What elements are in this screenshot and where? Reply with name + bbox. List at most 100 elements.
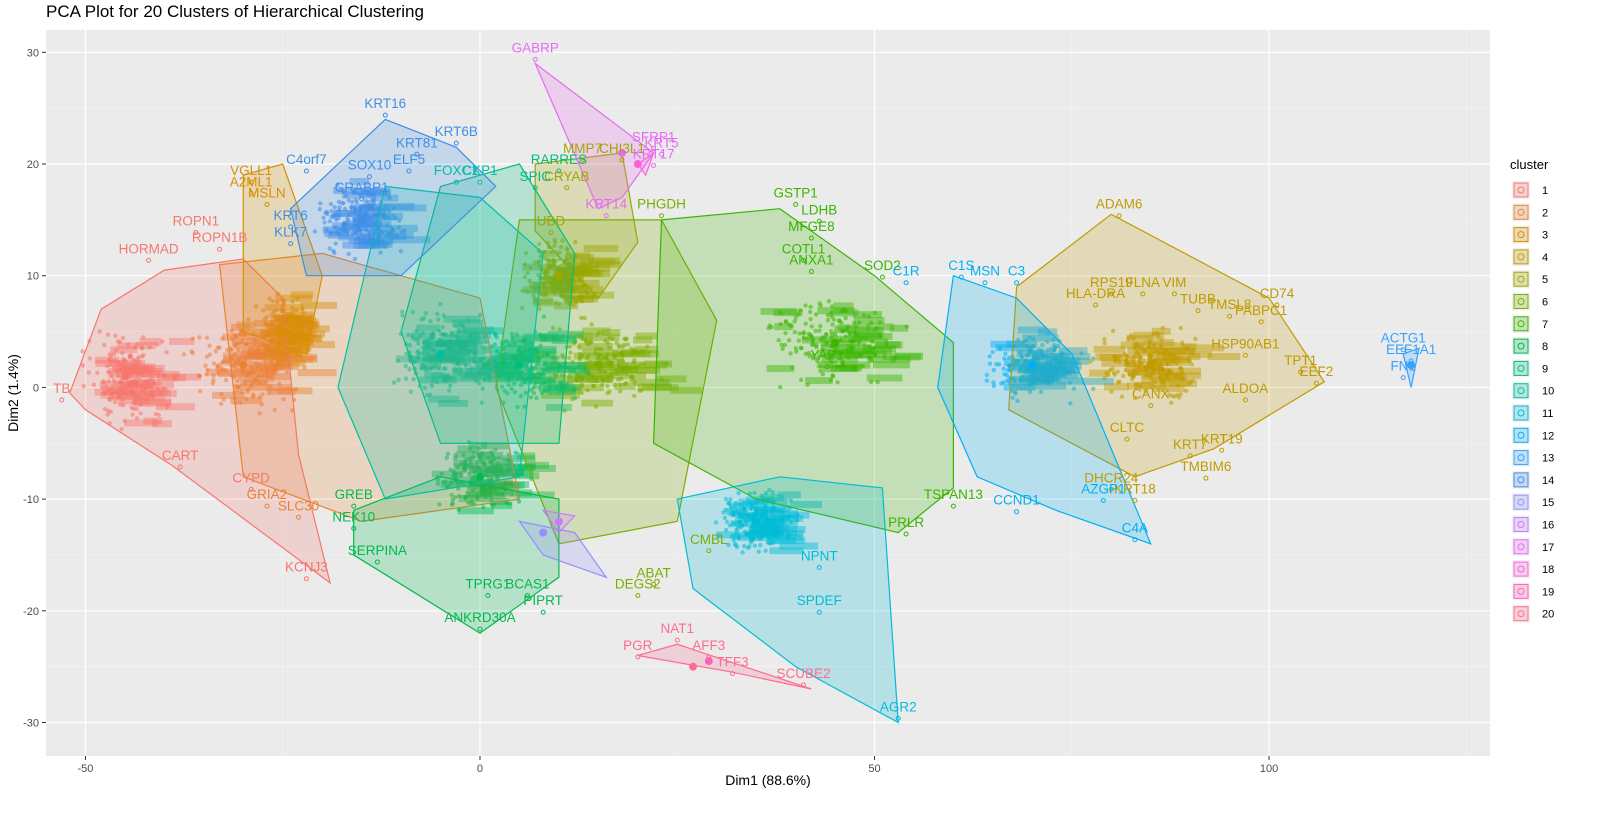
cluster-center-2 — [239, 361, 248, 370]
cloud-point — [385, 215, 391, 221]
cloud-point — [849, 349, 854, 354]
cloud-point — [474, 365, 479, 370]
overlap-label-mark — [1162, 347, 1195, 355]
cloud-point — [468, 464, 474, 470]
cloud-point — [1193, 336, 1198, 342]
overlap-label-mark — [128, 379, 149, 387]
point-label: ACTG1 — [1381, 331, 1426, 346]
cloud-point — [356, 224, 361, 229]
cloud-point — [317, 207, 323, 212]
overlap-label-mark — [890, 355, 911, 363]
cloud-point — [1172, 394, 1177, 399]
overlap-label-mark — [1037, 367, 1073, 375]
cloud-point — [204, 372, 209, 377]
overlap-label-mark — [562, 262, 587, 270]
cloud-point — [510, 335, 515, 341]
cloud-point — [87, 356, 93, 361]
cloud-point — [457, 493, 462, 499]
overlap-label-mark — [715, 531, 752, 539]
cloud-point — [134, 416, 140, 421]
cloud-point — [120, 350, 125, 356]
label-point — [359, 196, 365, 202]
cloud-point — [857, 320, 862, 325]
legend-label-4: 4 — [1542, 252, 1548, 264]
cloud-point — [204, 354, 210, 359]
cloud-point — [605, 390, 610, 396]
cloud-point — [531, 390, 537, 396]
point-label: KRT6 — [273, 208, 307, 223]
cloud-point — [596, 346, 601, 351]
overlap-label-mark — [447, 342, 467, 350]
cloud-point — [248, 364, 254, 369]
cloud-point — [475, 496, 480, 501]
cloud-point — [112, 389, 118, 395]
cloud-point — [875, 379, 880, 385]
point-label: A2ML1 — [230, 174, 273, 189]
cloud-point — [500, 355, 505, 360]
overlap-label-mark — [277, 355, 314, 363]
cloud-point — [826, 298, 832, 304]
cloud-point — [807, 309, 813, 315]
cloud-point — [1130, 359, 1135, 365]
overlap-label-mark — [324, 229, 350, 237]
cloud-point — [449, 492, 454, 498]
cloud-point — [564, 246, 570, 251]
overlap-label-mark — [112, 360, 146, 368]
cloud-point — [466, 485, 472, 491]
cloud-point — [245, 348, 250, 354]
overlap-label-mark — [567, 376, 599, 384]
cloud-point — [456, 507, 462, 513]
label-point — [453, 140, 459, 146]
overlap-label-mark — [547, 330, 584, 338]
overlap-label-mark — [358, 229, 396, 237]
cloud-point — [132, 400, 137, 405]
cloud-point — [279, 319, 284, 324]
cloud-point — [523, 356, 528, 362]
legend-label-15: 15 — [1542, 497, 1554, 509]
cloud-point — [738, 525, 744, 530]
cloud-point — [1031, 380, 1036, 385]
cloud-point — [594, 378, 599, 384]
cloud-point — [553, 300, 559, 306]
cloud-point — [419, 366, 424, 371]
legend-key-bg — [1512, 582, 1530, 601]
overlap-label-mark — [559, 279, 600, 287]
cloud-point — [778, 384, 783, 390]
cloud-point — [1151, 371, 1156, 376]
cloud-point — [585, 354, 591, 359]
cloud-point — [552, 290, 558, 296]
cloud-point — [1134, 383, 1139, 388]
cloud-point — [237, 332, 243, 337]
label-point — [706, 654, 712, 660]
cloud-point — [275, 362, 280, 367]
cloud-point — [533, 365, 538, 370]
cloud-point — [827, 356, 832, 361]
cloud-point — [868, 320, 874, 326]
cloud-point — [361, 203, 366, 208]
overlap-label-mark — [498, 355, 534, 363]
overlap-label-mark — [464, 371, 497, 379]
cloud-point — [258, 367, 264, 373]
label-point — [146, 257, 152, 263]
point-label: CKP1 — [462, 163, 497, 178]
cloud-point — [507, 459, 513, 465]
cloud-point — [775, 523, 780, 528]
overlap-label-mark — [145, 381, 174, 389]
overlap-label-mark — [143, 387, 168, 395]
cloud-point — [820, 347, 825, 352]
point-label: C3 — [1008, 264, 1025, 279]
cloud-point — [473, 485, 479, 490]
legend-symbol — [1517, 253, 1525, 261]
overlap-label-mark — [334, 209, 354, 217]
cloud-point — [557, 327, 562, 332]
overlap-label-mark — [478, 451, 504, 459]
overlap-label-mark — [889, 324, 909, 332]
cloud-point — [572, 341, 577, 346]
label-point — [1108, 291, 1114, 297]
cloud-point — [472, 344, 478, 350]
cloud-point — [532, 260, 538, 265]
cluster-hull-2 — [218, 252, 521, 523]
overlap-label-mark — [637, 383, 672, 391]
cloud-point — [460, 322, 465, 327]
overlap-label-mark — [306, 330, 325, 338]
